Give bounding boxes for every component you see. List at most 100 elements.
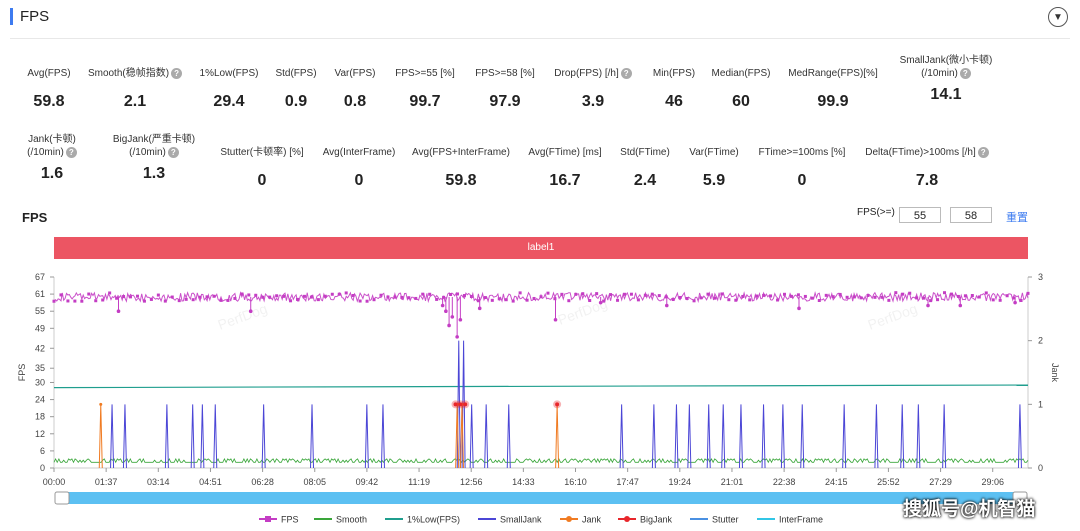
chart-watermark: PerfDog — [216, 300, 270, 333]
series-fps-point — [616, 298, 620, 302]
series-smalljank-spike — [506, 404, 511, 469]
series-fps-point — [205, 295, 209, 299]
series-fps-point — [998, 298, 1002, 302]
label-bar[interactable]: label1 — [54, 237, 1028, 259]
series-fps-point — [873, 295, 877, 299]
series-fps-dip-point — [598, 300, 603, 305]
metric-metrics_row2-4: Avg(FPS+InterFrame) 59.8 — [391, 146, 531, 190]
series-fps-point — [588, 299, 592, 303]
series-smalljank-spike — [213, 404, 218, 469]
slider-left-handle[interactable] — [54, 491, 70, 505]
x-tick-label: 00:00 — [43, 477, 66, 487]
series-fps-point — [831, 295, 835, 299]
y-tick-label: 55 — [35, 306, 45, 316]
metric-label-text: FPS>=58 [%] — [475, 68, 535, 79]
series-jank-spike — [98, 404, 103, 469]
series-fps-point — [755, 294, 759, 298]
metric-metrics_row2-7: Var(FTime) 5.9 — [644, 146, 784, 190]
series-fps-point — [636, 298, 640, 302]
metric-label-text: MedRange(FPS)[%] — [788, 68, 878, 79]
metric-label-text: SmallJank(微小卡顿) — [899, 55, 993, 66]
help-icon[interactable]: ? — [620, 67, 632, 79]
series-fps-point — [108, 291, 112, 295]
series-fps-dip-point — [797, 306, 801, 311]
y-tick-label: 61 — [35, 289, 45, 299]
series-fps-point — [671, 298, 675, 302]
x-tick-label: 12:56 — [460, 477, 483, 487]
series-fps-point — [894, 291, 898, 295]
series-smalljank-spike — [200, 404, 205, 469]
metric-value: 0 — [797, 172, 807, 189]
series-fps-dip-point — [444, 309, 448, 314]
series-fps-point — [226, 298, 230, 302]
fps-threshold-input-2[interactable]: 58 — [950, 207, 992, 223]
slider-right-handle[interactable] — [1012, 491, 1028, 505]
series-fps-point — [219, 298, 223, 302]
series-fps-point — [845, 295, 849, 299]
x-tick-label: 17:47 — [616, 477, 639, 487]
time-range-slider[interactable] — [55, 492, 1027, 504]
metric-label: Avg(FPS) — [0, 67, 119, 80]
series-smalljank-spike — [687, 404, 692, 469]
series-fps-dip-point — [1013, 300, 1017, 305]
help-icon[interactable]: ? — [65, 146, 77, 158]
x-tick-label: 24:15 — [825, 477, 848, 487]
legend-label: BigJank — [640, 515, 673, 525]
metric-metrics_row1-6: FPS>=58 [%] 97.9 — [435, 67, 575, 111]
fps-threshold-input-1[interactable]: 55 — [899, 207, 941, 223]
metric-label-text: Avg(FTime) [ms] — [528, 147, 602, 158]
series-fps-dip-point — [477, 306, 482, 311]
series-fps-point — [170, 295, 174, 299]
metric-label: Std(FTime) — [575, 146, 715, 159]
metric-label: Avg(FPS+InterFrame) — [391, 146, 531, 159]
x-tick-label: 06:28 — [251, 477, 274, 487]
metric-label-text: Var(FPS) — [334, 68, 376, 79]
series-smalljank-spike — [651, 404, 656, 469]
metric-label-text: Stutter(卡顿率) [%] — [220, 147, 304, 158]
help-icon[interactable]: ? — [167, 146, 179, 158]
metric-metrics_row1-2: 1%Low(FPS) 29.4 — [159, 67, 299, 111]
y-tick-label: 30 — [35, 377, 45, 387]
collapse-toggle-icon[interactable]: ▼ — [1048, 7, 1068, 27]
series-1pct-low-line — [53, 384, 1029, 389]
metric-value: 0 — [257, 172, 267, 189]
x-tick-label: 09:42 — [356, 477, 379, 487]
series-smalljank-spike — [674, 404, 679, 469]
metric-label: Var(FPS) — [285, 67, 425, 80]
series-fps-point — [567, 299, 571, 303]
metric-label: Stutter(卡顿率) [%] — [192, 146, 332, 159]
metric-label-text: Std(FPS) — [275, 68, 317, 79]
reset-button[interactable]: 重置 — [1006, 212, 1028, 224]
metric-label-text: Median(FPS) — [711, 68, 771, 79]
help-icon[interactable]: ? — [171, 67, 183, 79]
x-tick-label: 19:24 — [669, 477, 692, 487]
series-fps-point — [115, 296, 119, 300]
metric-metrics_row2-9: Delta(FTime)>100ms [/h]? 7.8 — [857, 146, 997, 190]
metric-label: Smooth(稳帧指数)? — [65, 67, 205, 80]
series-fps-point — [379, 293, 383, 297]
series-fps-point — [685, 296, 689, 300]
metric-value: 29.4 — [213, 93, 245, 110]
series-fps-point — [595, 292, 599, 296]
series-fps-point — [762, 293, 766, 297]
metric-unit-label: (/10min)? — [876, 67, 1016, 80]
metric-value: 60 — [732, 93, 750, 110]
series-fps-point — [664, 295, 668, 299]
metric-value: 7.8 — [915, 172, 939, 189]
legend-marker-5 — [624, 516, 630, 522]
series-smalljank-spike — [122, 404, 127, 469]
series-fps-point — [943, 291, 947, 295]
series-fps-dip-point — [116, 309, 121, 314]
series-fps-point — [643, 293, 647, 297]
fps-panel-header: FPS ▼ — [0, 0, 1080, 36]
help-icon[interactable]: ? — [977, 146, 989, 158]
series-fps-point — [525, 298, 529, 302]
chart-watermark: PerfDog — [866, 300, 920, 333]
series-fps-point — [191, 298, 195, 302]
series-fps-point — [741, 294, 745, 298]
metric-label: SmallJank(微小卡顿) — [876, 54, 1016, 67]
help-icon[interactable]: ? — [959, 67, 971, 79]
series-fps-point — [991, 298, 995, 302]
series-fps-point — [476, 299, 480, 303]
series-fps-point — [1019, 299, 1023, 303]
